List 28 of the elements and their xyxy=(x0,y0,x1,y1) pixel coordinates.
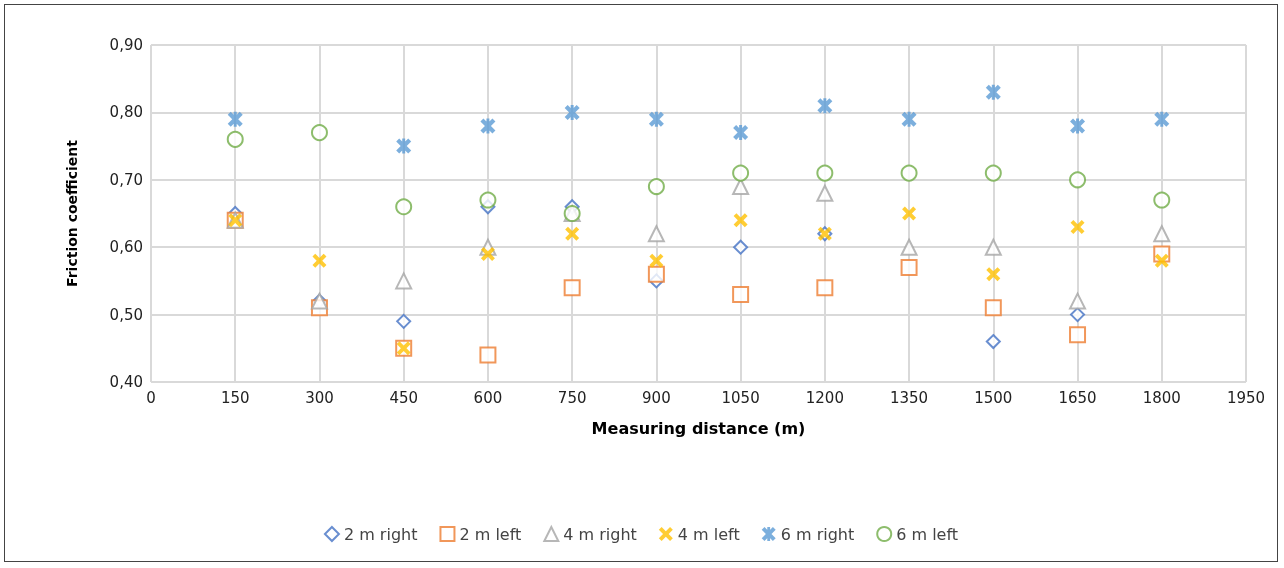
y-tick-label: 0,90 xyxy=(109,36,143,54)
x-tick-label: 1500 xyxy=(974,388,1013,407)
x-axis-title: Measuring distance (m) xyxy=(591,418,806,438)
x-tick-label: 1350 xyxy=(889,388,929,407)
y-tick-label: 0,40 xyxy=(109,373,143,391)
x-tick-label: 750 xyxy=(557,388,587,407)
x-tick-label: 1950 xyxy=(1226,388,1266,407)
x-tick-label: 0 xyxy=(146,388,156,407)
x-tick-label: 1650 xyxy=(1058,388,1097,407)
y-tick-label: 0,50 xyxy=(109,305,143,324)
y-axis-title: Friction coefficient xyxy=(64,139,80,287)
x-tick-label: 300 xyxy=(305,388,334,407)
x-tick-label: 600 xyxy=(473,388,503,407)
x-tick-label: 450 xyxy=(389,388,419,407)
x-tick-label: 1800 xyxy=(1142,388,1181,407)
legend-label: 6 m left xyxy=(896,524,959,544)
x-tick-label: 1200 xyxy=(805,388,844,407)
legend-label: 4 m left xyxy=(677,524,740,544)
legend-label: 2 m right xyxy=(343,524,418,544)
legend-label: 2 m left xyxy=(459,524,522,544)
legend-label: 6 m right xyxy=(780,524,855,544)
x-tick-label: 150 xyxy=(220,388,250,407)
y-tick-label: 0,80 xyxy=(109,103,143,122)
legend-label: 4 m right xyxy=(563,524,637,544)
y-tick-label: 0,60 xyxy=(109,238,143,257)
x-tick-label: 900 xyxy=(642,388,671,407)
x-tick-label: 1050 xyxy=(721,388,760,407)
y-tick-label: 0,70 xyxy=(109,170,143,189)
